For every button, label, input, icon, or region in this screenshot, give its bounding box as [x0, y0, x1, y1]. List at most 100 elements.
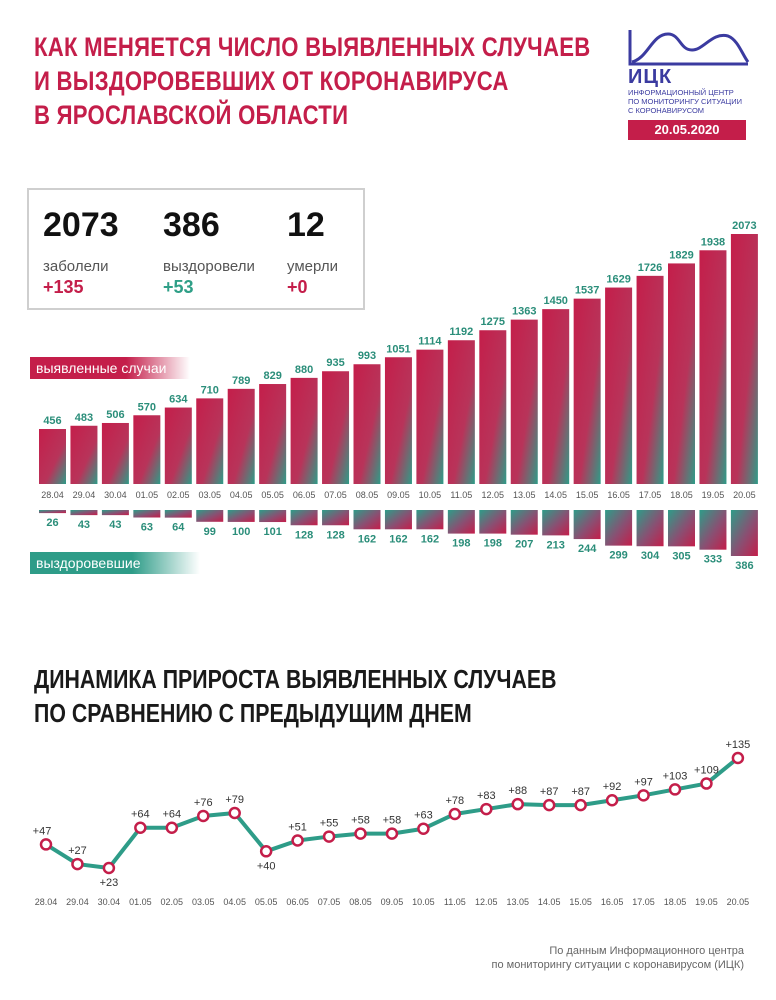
cases-bar-value: 1829	[669, 249, 693, 261]
cases-bar	[730, 234, 758, 484]
cases-bar	[542, 309, 570, 484]
stat-recovered-value: 386	[163, 206, 220, 244]
cases-bar-value: 456	[43, 415, 61, 427]
growth-point	[71, 857, 84, 871]
line-date-label: 05.05	[255, 897, 278, 907]
growth-point-label: +97	[634, 776, 653, 788]
cases-recovered-bar-chart: 456 28.04 483 29.04 506 30.04 570 01.05 634 02.05…	[39, 220, 758, 572]
cases-bar	[227, 388, 255, 484]
recovered-bar	[573, 510, 601, 540]
cases-bar	[605, 287, 633, 484]
growth-point-label: +78	[446, 795, 465, 807]
recovered-bar-value: 299	[609, 550, 627, 562]
recovered-bar	[510, 510, 538, 535]
line-date-label: 10.05	[412, 897, 435, 907]
bar-date-label: 29.04	[73, 490, 96, 500]
growth-point-label: +83	[477, 790, 496, 802]
line-date-label: 17.05	[632, 897, 655, 907]
cases-bar	[416, 349, 444, 484]
cases-bar	[573, 298, 601, 484]
cases-bar	[133, 415, 161, 484]
recovered-bar-value: 128	[326, 529, 344, 541]
recovered-bar-value: 43	[78, 519, 90, 531]
recovered-bar-value: 162	[358, 533, 376, 545]
recovered-bar-value: 333	[704, 554, 722, 566]
growth-point	[417, 822, 430, 835]
growth-point	[574, 798, 587, 812]
cases-bar-value: 1275	[481, 316, 505, 328]
growth-point	[322, 830, 336, 843]
growth-point-label: +23	[100, 877, 119, 889]
bar-date-label: 10.05	[419, 490, 442, 500]
bar-date-label: 03.05	[198, 490, 221, 500]
stat-cases-label: заболели	[43, 258, 109, 275]
stat-cases-value: 2073	[43, 206, 119, 244]
cases-bar-value: 880	[295, 364, 313, 376]
bar-date-label: 09.05	[387, 490, 410, 500]
cases-bar	[447, 340, 475, 484]
growth-point-label: +40	[257, 860, 276, 872]
stat-deaths-value: 12	[287, 206, 325, 244]
growth-point-label: +55	[320, 818, 339, 830]
growth-point	[668, 783, 682, 796]
cases-bar	[384, 357, 412, 484]
recovered-bar	[353, 510, 381, 530]
bar-date-label: 11.05	[450, 490, 472, 500]
cases-bar	[39, 429, 66, 484]
line-date-label: 14.05	[538, 897, 561, 907]
cases-bar	[101, 422, 129, 484]
cases-bar	[699, 250, 727, 484]
stat-cases-delta: +135	[43, 277, 84, 297]
growth-points: +47 28.04 +27 29.04 +23 30.04 +64 01.05 +64 02.05…	[33, 739, 751, 907]
stat-recovered: 386 выздоровели +53	[163, 206, 255, 298]
line-date-label: 20.05	[727, 897, 750, 907]
growth-point-label: +58	[383, 815, 402, 827]
main-title-line: В ЯРОСЛАВСКОЙ ОБЛАСТИ	[34, 100, 349, 130]
logo-name: ИЦК	[628, 66, 673, 88]
cases-bar-value: 2073	[732, 220, 756, 232]
cases-bar-value: 1192	[449, 326, 473, 338]
line-date-label: 18.05	[664, 897, 687, 907]
bar-date-label: 30.04	[104, 490, 127, 500]
line-date-label: 04.05	[223, 897, 246, 907]
growth-point	[102, 861, 116, 875]
growth-point	[39, 838, 53, 851]
growth-point-label: +64	[131, 809, 150, 821]
line-chart-title: ДИНАМИКА ПРИРОСТА ВЫЯВЛЕННЫХ СЛУЧАЕВ ПО …	[34, 662, 557, 730]
cases-bar-value: 1051	[386, 343, 410, 355]
recovered-bar	[636, 510, 664, 547]
bar-date-label: 07.05	[324, 490, 347, 500]
cases-bar-value: 1363	[512, 306, 536, 318]
bar-date-label: 16.05	[607, 490, 630, 500]
stats-summary: 2073 заболели +135 386 выздоровели +53 1…	[27, 188, 365, 310]
growth-point	[542, 798, 556, 812]
cases-bar-value: 634	[169, 394, 188, 406]
recovered-bar-value: 64	[172, 522, 185, 534]
stat-deaths-label: умерли	[287, 258, 338, 275]
cases-bar-value: 1726	[638, 262, 662, 274]
recovered-bar	[384, 510, 412, 530]
bar-date-label: 17.05	[639, 490, 662, 500]
line-date-label: 06.05	[286, 897, 309, 907]
cases-bar-value: 789	[232, 375, 250, 387]
recovered-bar-value: 99	[204, 526, 216, 538]
logo-wave-icon	[628, 30, 750, 66]
growth-point	[165, 821, 179, 834]
recovered-bar-value: 198	[452, 538, 470, 550]
growth-point	[354, 827, 367, 840]
recovered-bar-value: 213	[547, 539, 565, 551]
bar-date-label: 06.05	[293, 490, 316, 500]
line-date-label: 19.05	[695, 897, 718, 907]
recovered-bar	[101, 510, 129, 516]
date-badge: 20.05.2020	[628, 120, 746, 140]
cases-bar	[259, 384, 287, 484]
growth-point-label: +79	[225, 794, 244, 806]
recovered-bar	[479, 510, 507, 534]
growth-point-label: +47	[33, 825, 52, 837]
recovered-bar-value: 244	[578, 543, 597, 555]
bar-date-label: 14.05	[544, 490, 567, 500]
recovered-bar-value: 162	[421, 533, 439, 545]
cases-bar	[510, 319, 538, 484]
recovered-bar	[699, 510, 727, 550]
line-chart-title-line: ПО СРАВНЕНИЮ С ПРЕДЫДУЩИМ ДНЕМ	[34, 698, 472, 728]
